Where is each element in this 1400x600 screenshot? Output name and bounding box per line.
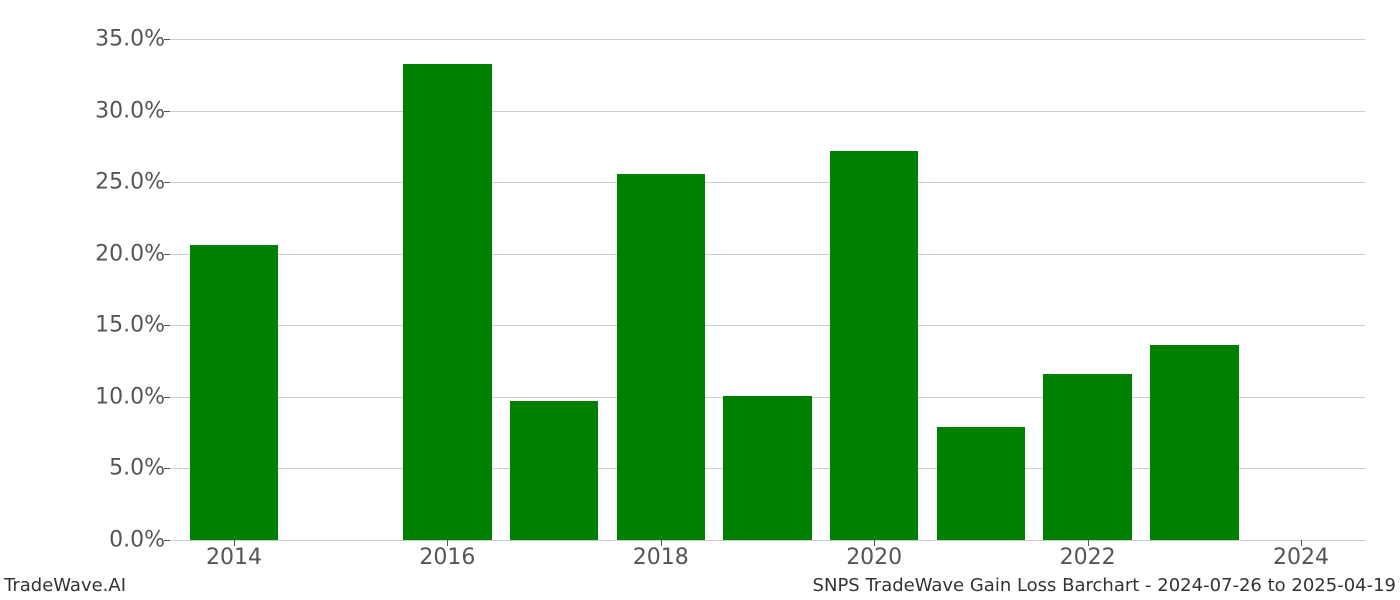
xtick-label: 2022	[1060, 545, 1116, 570]
ytick-label: 5.0%	[109, 456, 165, 481]
bar	[723, 396, 812, 540]
xtick-mark	[447, 540, 448, 546]
ytick-label: 15.0%	[95, 313, 165, 338]
ytick-mark	[164, 111, 170, 112]
ytick-label: 0.0%	[109, 528, 165, 553]
ytick-label: 25.0%	[95, 170, 165, 195]
xtick-label: 2016	[419, 545, 475, 570]
ytick-label: 20.0%	[95, 241, 165, 266]
gridline	[170, 182, 1365, 183]
gridline	[170, 325, 1365, 326]
bar	[403, 64, 492, 540]
ytick-mark	[164, 39, 170, 40]
xtick-label: 2024	[1273, 545, 1329, 570]
gridline	[170, 39, 1365, 40]
bar	[190, 245, 279, 540]
plot-area	[170, 25, 1365, 540]
xtick-mark	[874, 540, 875, 546]
gridline	[170, 540, 1365, 541]
bar	[1150, 345, 1239, 540]
ytick-label: 10.0%	[95, 384, 165, 409]
ytick-mark	[164, 540, 170, 541]
ytick-label: 35.0%	[95, 27, 165, 52]
ytick-label: 30.0%	[95, 98, 165, 123]
gridline	[170, 111, 1365, 112]
xtick-label: 2014	[206, 545, 262, 570]
xtick-mark	[1088, 540, 1089, 546]
ytick-mark	[164, 254, 170, 255]
bar	[617, 174, 706, 540]
xtick-mark	[234, 540, 235, 546]
xtick-mark	[661, 540, 662, 546]
bar	[1043, 374, 1132, 540]
xtick-label: 2018	[633, 545, 689, 570]
footer-left-brand: TradeWave.AI	[4, 575, 126, 596]
bar	[937, 427, 1026, 540]
ytick-mark	[164, 325, 170, 326]
xtick-label: 2020	[846, 545, 902, 570]
gridline	[170, 254, 1365, 255]
xtick-mark	[1301, 540, 1302, 546]
ytick-mark	[164, 182, 170, 183]
ytick-mark	[164, 397, 170, 398]
bar	[510, 401, 599, 540]
bar	[830, 151, 919, 540]
ytick-mark	[164, 468, 170, 469]
chart-plot-area	[170, 25, 1365, 540]
footer-right-caption: SNPS TradeWave Gain Loss Barchart - 2024…	[813, 575, 1396, 596]
